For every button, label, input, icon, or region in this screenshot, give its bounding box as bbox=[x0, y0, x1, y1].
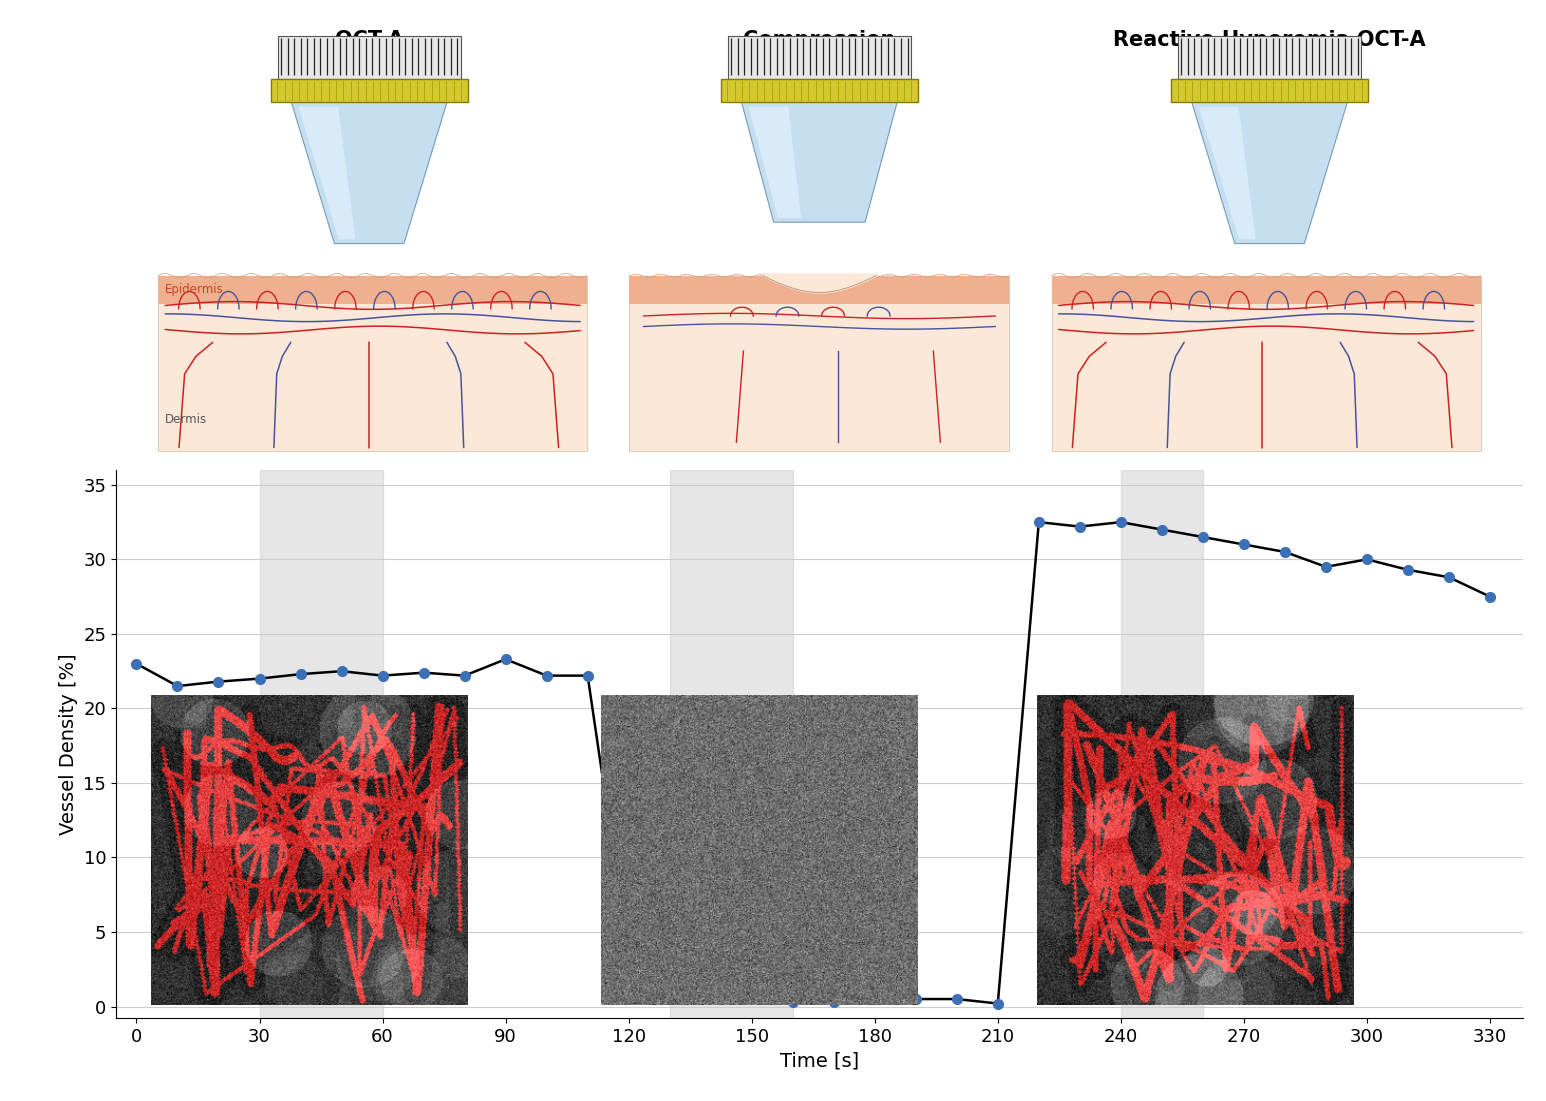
FancyBboxPatch shape bbox=[629, 275, 1010, 304]
Text: Epidermis: Epidermis bbox=[165, 283, 224, 296]
FancyBboxPatch shape bbox=[1051, 275, 1481, 451]
FancyBboxPatch shape bbox=[278, 36, 461, 79]
FancyBboxPatch shape bbox=[1051, 275, 1481, 304]
FancyBboxPatch shape bbox=[158, 275, 587, 451]
Polygon shape bbox=[1198, 107, 1255, 239]
FancyBboxPatch shape bbox=[158, 275, 587, 304]
Polygon shape bbox=[748, 107, 801, 218]
FancyBboxPatch shape bbox=[629, 275, 1010, 451]
Text: OCT-A: OCT-A bbox=[335, 30, 404, 50]
FancyBboxPatch shape bbox=[1178, 36, 1360, 79]
FancyBboxPatch shape bbox=[1172, 79, 1368, 102]
Text: Compression: Compression bbox=[744, 30, 895, 50]
FancyBboxPatch shape bbox=[720, 79, 918, 102]
Text: Dermis: Dermis bbox=[165, 413, 207, 426]
Polygon shape bbox=[292, 102, 447, 243]
Bar bbox=[1121, 470, 1203, 1018]
Text: Reactive Hyperemia OCT-A: Reactive Hyperemia OCT-A bbox=[1113, 30, 1425, 50]
Bar bbox=[260, 470, 382, 1018]
Text: 0.5 mm: 0.5 mm bbox=[1280, 968, 1330, 981]
Y-axis label: Vessel Density [%]: Vessel Density [%] bbox=[59, 653, 77, 835]
FancyBboxPatch shape bbox=[728, 36, 911, 79]
FancyBboxPatch shape bbox=[271, 79, 467, 102]
Polygon shape bbox=[742, 102, 897, 222]
X-axis label: Time [s]: Time [s] bbox=[779, 1051, 860, 1070]
Polygon shape bbox=[298, 107, 356, 239]
Bar bbox=[669, 470, 793, 1018]
Polygon shape bbox=[1192, 102, 1347, 243]
